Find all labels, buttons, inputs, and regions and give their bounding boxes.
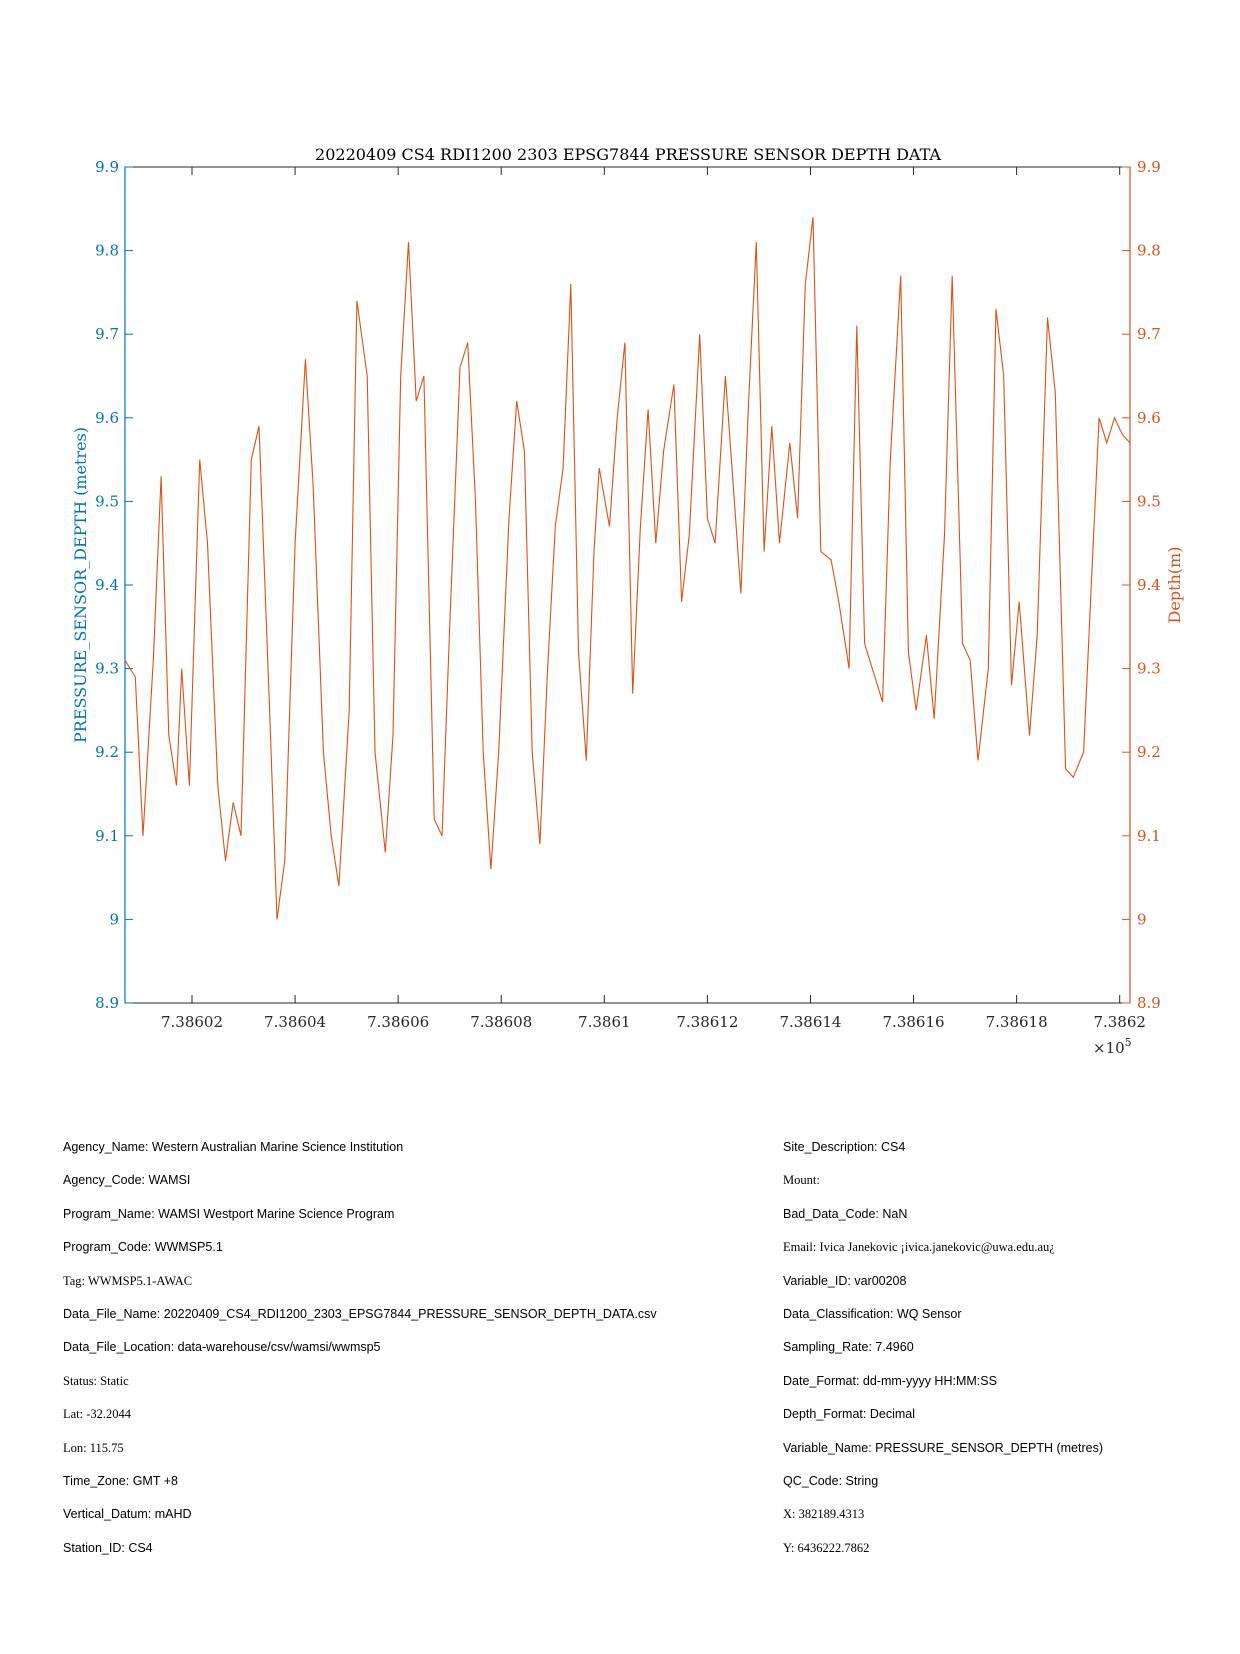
y-tick-label-left: 9.4: [95, 576, 119, 594]
metadata-line: Variable_ID: var00208: [783, 1273, 907, 1288]
metadata-line: X: 382189.4313: [783, 1507, 865, 1522]
metadata-line: Vertical_Datum: mAHD: [63, 1507, 192, 1522]
x-tick-label: 7.38602: [161, 1013, 223, 1031]
metadata-line: Bad_Data_Code: NaN: [783, 1206, 908, 1221]
y-tick-label-right: 9.5: [1137, 492, 1161, 510]
x-axis: 7.38602 7.38604 7.38606 7.38608 7.3861 7.3861…: [161, 167, 1146, 1031]
metadata-line: Program_Name: WAMSI Westport Marine Scie…: [63, 1206, 395, 1221]
x-tick-label: 7.3861: [578, 1013, 631, 1031]
y-axis-right: 8.9 9 9.1 9.2 9.3 9.4 9.5 9.6 9.7 9.8 9.9: [1122, 158, 1161, 1012]
y-tick-label-left: 9.8: [95, 242, 119, 260]
y-tick-label-right: 9.6: [1137, 409, 1161, 427]
y-tick-label-left: 9.9: [95, 158, 119, 176]
y-tick-label-right: 9.8: [1137, 242, 1161, 260]
chart-title: 20220409 CS4 RDI1200 2303 EPSG7844 PRESS…: [315, 145, 941, 164]
y-tick-label-right: 9.2: [1137, 743, 1161, 761]
x-tick-label: 7.3862: [1093, 1013, 1146, 1031]
x-multiplier-exponent: 5: [1125, 1036, 1132, 1049]
metadata-line: Lat: -32.2044: [63, 1407, 132, 1422]
y-tick-label-left: 9.7: [95, 325, 119, 343]
metadata-line: Data_Classification: WQ Sensor: [783, 1307, 962, 1321]
x-tick-label: 7.38618: [986, 1013, 1048, 1031]
metadata-line: Depth_Format: Decimal: [783, 1407, 915, 1422]
metadata-line: Date_Format: dd-mm-yyyy HH:MM:SS: [783, 1373, 997, 1388]
y-axis-left: 8.9 9 9.1 9.2 9.3 9.4 9.5 9.6 9.7 9.8 9.9: [95, 158, 133, 1012]
metadata-line: Sampling_Rate: 7.4960: [783, 1340, 914, 1355]
y-tick-label-left: 9.6: [95, 409, 119, 427]
y-tick-label-right: 8.9: [1137, 994, 1161, 1012]
metadata-line: Mount:: [783, 1173, 820, 1188]
x-tick-label: 7.38612: [676, 1013, 738, 1031]
y-tick-label-left: 9.3: [95, 660, 119, 678]
metadata-line: Variable_Name: PRESSURE_SENSOR_DEPTH (me…: [783, 1440, 1104, 1455]
y-tick-label-right: 9.7: [1137, 325, 1161, 343]
y-tick-label-left: 9: [109, 910, 119, 928]
y-tick-label-left: 9.2: [95, 743, 119, 761]
metadata-line: Station_ID: CS4: [63, 1540, 153, 1555]
metadata-line: Program_Code: WWMSP5.1: [63, 1240, 223, 1255]
y-tick-label-left: 9.5: [95, 492, 119, 510]
metadata-line: Lon: 115.75: [63, 1440, 124, 1455]
metadata-line: Site_Description: CS4: [783, 1140, 906, 1154]
x-tick-label: 7.38616: [883, 1013, 945, 1031]
y-tick-label-right: 9.9: [1137, 158, 1161, 176]
metadata-line: Status: Static: [63, 1373, 129, 1388]
y-tick-label-right: 9.4: [1137, 576, 1161, 594]
metadata-line: Tag: WWMSP5.1-AWAC: [63, 1273, 193, 1288]
y-axis-right-label: Depth(m): [1165, 547, 1184, 624]
series-line: [124, 217, 1131, 920]
y-axis-left-label: PRESSURE_SENSOR_DEPTH (metres): [71, 427, 90, 743]
metadata-line: Time_Zone: GMT +8: [63, 1474, 178, 1488]
y-tick-label-right: 9.3: [1137, 660, 1161, 678]
metadata-line: Agency_Name: Western Australian Marine S…: [63, 1140, 404, 1154]
x-multiplier-base: ×10: [1093, 1039, 1125, 1057]
y-tick-label-left: 8.9: [95, 994, 119, 1012]
x-multiplier: ×105: [1093, 1036, 1132, 1057]
y-tick-label-left: 9.1: [95, 827, 119, 845]
chart: 20220409 CS4 RDI1200 2303 EPSG7844 PRESS…: [71, 145, 1184, 1057]
metadata-line: Data_File_Location: data-warehouse/csv/w…: [63, 1340, 381, 1355]
metadata-line: Data_File_Name: 20220409_CS4_RDI1200_230…: [63, 1307, 657, 1321]
x-tick-label: 7.38606: [367, 1013, 429, 1031]
x-tick-label: 7.38614: [779, 1013, 841, 1031]
metadata-line: Agency_Code: WAMSI: [63, 1173, 191, 1188]
metadata-line: QC_Code: String: [783, 1474, 879, 1488]
y-tick-label-right: 9: [1137, 910, 1147, 928]
y-tick-label-right: 9.1: [1137, 827, 1161, 845]
x-tick-label: 7.38608: [470, 1013, 532, 1031]
x-tick-label: 7.38604: [264, 1013, 326, 1031]
metadata-line: Email: Ivica Janekovic ¡ivica.janekovic@…: [783, 1240, 1055, 1255]
metadata-line: Y: 6436222.7862: [783, 1540, 870, 1555]
